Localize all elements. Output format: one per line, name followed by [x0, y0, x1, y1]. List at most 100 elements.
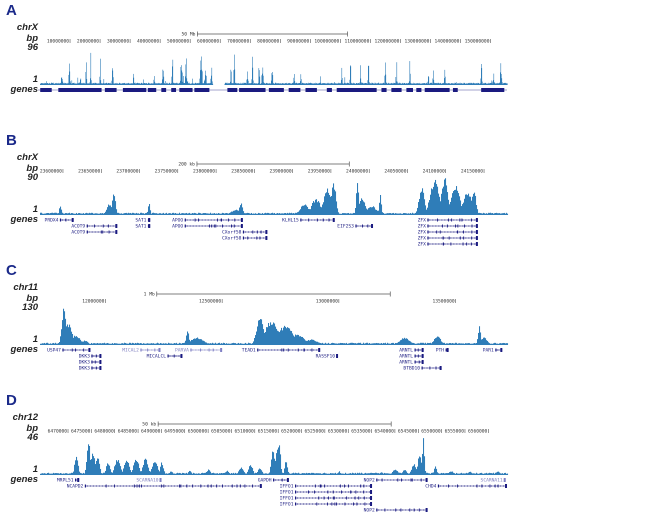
strand-arrow-icon	[231, 224, 233, 228]
strand-arrow-icon	[309, 496, 311, 500]
coverage-bar	[339, 343, 341, 345]
coverage-bar	[107, 83, 108, 85]
coverage-bar	[63, 308, 65, 345]
coverage-bar	[499, 472, 501, 475]
coverage-bar	[424, 83, 426, 85]
coverage-bar	[173, 82, 175, 85]
gene-exon	[227, 218, 229, 222]
coverage-bar	[163, 343, 165, 345]
coverage-bar	[392, 471, 394, 475]
coverage-bar	[199, 78, 201, 85]
coverage-bar	[104, 342, 106, 345]
coverage-bar	[264, 213, 266, 215]
coverage-bar	[52, 82, 54, 85]
coverage-bar	[435, 82, 436, 85]
coverage-bar	[59, 83, 60, 85]
coverage-bar	[481, 472, 483, 475]
coverage-bar	[277, 330, 279, 345]
coverage-bar	[256, 83, 257, 85]
coverage-bar	[100, 58, 101, 85]
coverage-bar	[160, 466, 162, 475]
coverage-bar	[329, 194, 331, 215]
coverage-bar	[420, 342, 422, 345]
coverage-bar	[270, 213, 272, 215]
coverage-bar	[49, 82, 50, 85]
scale-bar-label: 50 Mb	[182, 32, 196, 38]
coverage-bar	[452, 83, 453, 85]
strand-arrow-icon	[439, 484, 442, 488]
coverage-bar	[48, 472, 50, 475]
gene-exon	[242, 230, 245, 234]
gene-exon	[436, 230, 438, 234]
strand-arrow-icon	[262, 348, 264, 352]
coverage-bar	[88, 83, 89, 85]
coverage-bar	[364, 343, 366, 345]
coverage-bar	[185, 473, 187, 475]
chrom-label: chrX	[16, 152, 38, 163]
coverage-bar	[175, 343, 177, 345]
coverage-bar	[496, 83, 497, 85]
coverage-bar	[283, 83, 284, 85]
gene-exon	[456, 484, 458, 488]
coverage-bar	[395, 213, 397, 215]
coverage-bar	[255, 335, 257, 345]
coverage-bar	[320, 473, 322, 475]
coverage-bar	[417, 466, 419, 475]
coverage-bar	[267, 473, 269, 475]
coverage-bar	[179, 342, 181, 345]
coverage-bar	[327, 343, 329, 345]
coverage-bar	[426, 343, 428, 345]
strand-arrow-icon	[167, 484, 170, 488]
coverage-bar	[289, 82, 290, 85]
coverage-bar	[160, 83, 162, 85]
strand-arrow-icon	[360, 496, 362, 500]
coverage-bar	[134, 82, 135, 85]
coverage-bar	[131, 472, 133, 475]
coverage-bar	[357, 343, 359, 345]
strand-arrow-icon	[330, 484, 332, 488]
coverage-bar	[306, 472, 308, 475]
coverage-bar	[172, 59, 174, 85]
coverage-bar	[135, 83, 137, 85]
coverage-bar	[313, 339, 315, 345]
strand-arrow-icon	[457, 484, 460, 488]
coverage-bar	[264, 83, 266, 85]
coverage-bar	[174, 82, 176, 85]
coverage-bar	[427, 472, 429, 475]
coverage-bar	[248, 469, 250, 475]
strand-arrow-icon	[292, 348, 294, 352]
coverage-bar	[360, 78, 362, 85]
gene-exon	[347, 484, 349, 488]
strand-arrow-icon	[469, 484, 472, 488]
coverage-bar	[77, 460, 79, 475]
coverage-bar	[399, 83, 400, 85]
coverage-bar	[467, 473, 469, 475]
coverage-bar	[461, 206, 463, 215]
coverage-bar	[481, 213, 483, 215]
coverage-bar	[340, 82, 341, 85]
coverage-bar	[307, 83, 309, 85]
coverage-bar	[124, 342, 126, 345]
coverage-bar	[140, 83, 141, 85]
gene-exon	[215, 224, 217, 228]
coverage-bar	[442, 342, 444, 345]
coverage-bar	[448, 83, 450, 85]
coverage-bar	[316, 199, 318, 215]
coverage-bar	[331, 343, 333, 345]
coverage-bar	[388, 473, 390, 475]
coverage-bar	[255, 83, 257, 85]
coverage-bar	[276, 328, 278, 345]
coverage-bar	[345, 343, 347, 345]
coverage-bar	[109, 465, 111, 475]
coverage-bar	[45, 213, 47, 215]
coverage-bar	[224, 83, 226, 85]
coverage-bar	[408, 82, 409, 85]
coverage-bar	[273, 83, 274, 85]
gene-exon	[71, 218, 74, 222]
coverage-bar	[387, 213, 389, 215]
coverage-bar	[357, 183, 359, 215]
coverage-bar	[207, 83, 208, 85]
coverage-bar	[469, 343, 471, 345]
coverage-bar	[115, 464, 117, 475]
gene-exon	[413, 508, 415, 512]
